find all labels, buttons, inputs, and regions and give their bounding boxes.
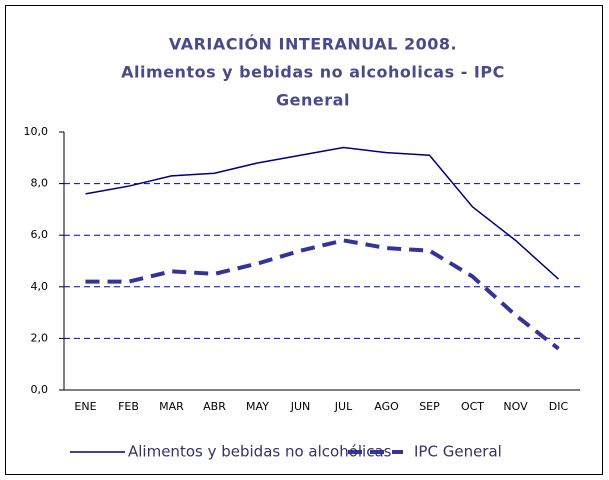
- x-tick-label: NOV: [503, 400, 528, 413]
- x-tick-label: MAY: [246, 400, 269, 413]
- y-tick-label: 2,0: [31, 331, 49, 344]
- x-tick-label: OCT: [461, 400, 484, 413]
- x-tick-label: ENE: [74, 400, 96, 413]
- chart-border: [5, 5, 603, 475]
- y-tick-label: 6,0: [31, 228, 49, 241]
- chart-title: VARIACIÓN INTERANUAL 2008.: [169, 35, 457, 54]
- series-line: [85, 238, 560, 351]
- x-tick-label: SEP: [419, 400, 440, 413]
- x-tick-label: DIC: [549, 400, 569, 413]
- y-tick-label: 4,0: [31, 280, 49, 293]
- chart-title: General: [276, 91, 350, 110]
- x-tick-label: ABR: [203, 400, 226, 413]
- x-tick-label: FEB: [118, 400, 139, 413]
- legend-label: IPC General: [414, 443, 502, 461]
- x-tick-label: JUL: [334, 400, 353, 413]
- series-line: [85, 146, 560, 280]
- y-tick-label: 10,0: [24, 125, 49, 138]
- legend-label: Alimentos y bebidas no alcohólicas: [128, 443, 392, 461]
- x-tick-label: JUN: [290, 400, 311, 413]
- y-tick-label: 8,0: [31, 177, 49, 190]
- y-tick-label: 0,0: [31, 383, 49, 396]
- x-tick-label: MAR: [159, 400, 184, 413]
- x-tick-label: AGO: [374, 400, 399, 413]
- chart-title: Alimentos y bebidas no alcoholicas - IPC: [121, 63, 505, 82]
